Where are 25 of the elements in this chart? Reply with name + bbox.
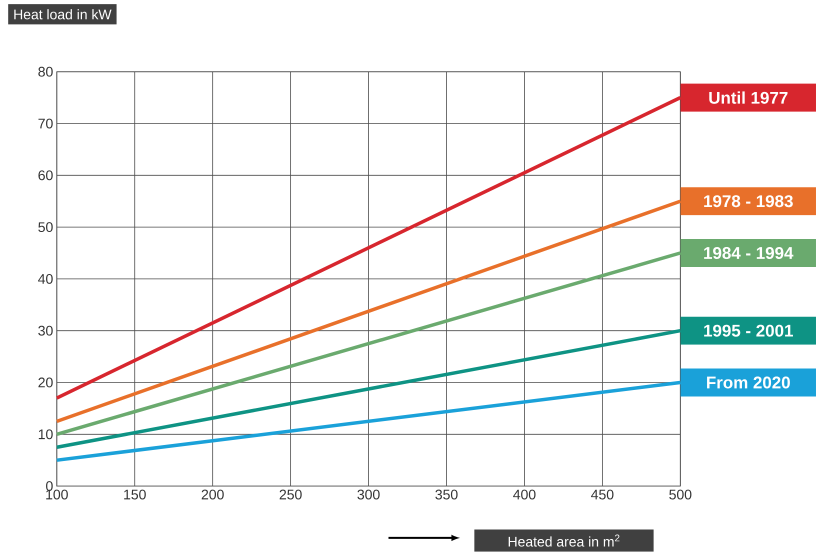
x-tick-label: 300 [357, 490, 380, 500]
series-label: Until 1977 [709, 91, 788, 104]
series-label: From 2020 [707, 376, 790, 389]
y-tick-label: 40 [38, 274, 53, 284]
y-tick-label: 10 [38, 429, 53, 440]
y-tick-label: 20 [38, 378, 53, 388]
series-label: 1978 - 1983 [704, 195, 793, 208]
x-tick-label: 450 [591, 490, 614, 500]
x-tick-label: 150 [124, 490, 146, 500]
y-tick-label: 50 [38, 222, 53, 232]
y-tick-label: 0 [46, 481, 53, 492]
x-tick-label: 500 [669, 490, 692, 500]
x-tick-label: 250 [280, 490, 302, 500]
series-label: 1984 - 1994 [704, 247, 794, 260]
y-tick-label: 60 [38, 170, 53, 180]
x-tick-label: 400 [513, 490, 536, 500]
x-tick-label: 100 [46, 490, 68, 500]
x-axis-title: Heated area in m$^{2}$ [508, 534, 620, 547]
y-tick-label: 30 [38, 326, 53, 336]
chart-title: Heat load in kW [14, 9, 112, 20]
x-tick-label: 200 [202, 490, 224, 500]
series-label: 1995 - 2001 [704, 324, 793, 337]
y-tick-label: 70 [38, 118, 53, 129]
x-tick-label: 350 [435, 490, 458, 500]
y-tick-label: 80 [38, 66, 53, 77]
